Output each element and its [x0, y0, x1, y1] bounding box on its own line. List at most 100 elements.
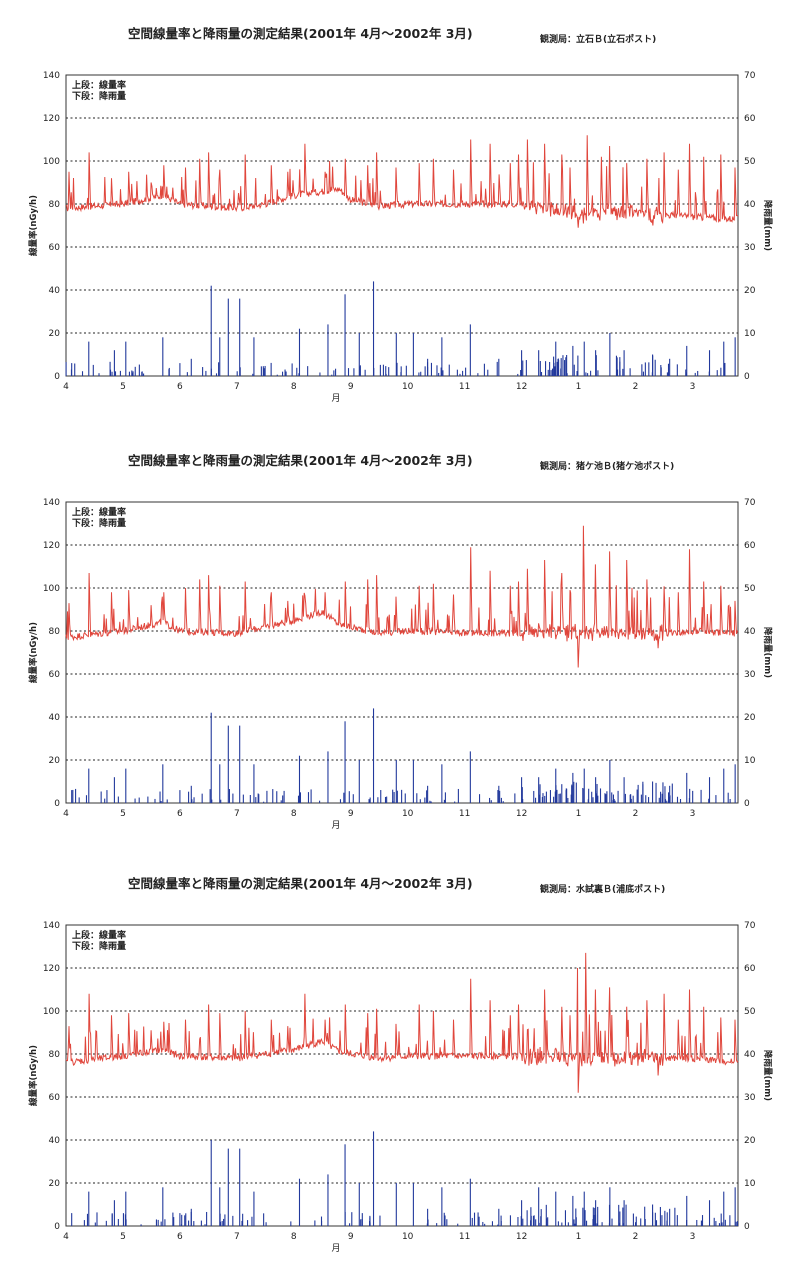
y-left-tick-label: 40: [49, 713, 61, 723]
chart-svg: 空間線量率と降雨量の測定結果(2001年 4月～2002年 3月) 観測局：猪ケ池…: [28, 453, 773, 831]
x-tick-label: 10: [402, 809, 414, 819]
y-right-tick-label: 50: [744, 157, 756, 167]
x-tick-label: 6: [177, 809, 183, 819]
y-right-tick-label: 60: [744, 114, 756, 124]
y-left-tick-label: 20: [49, 756, 61, 766]
x-tick-label: 11: [459, 809, 470, 819]
x-tick-label: 12: [516, 382, 527, 392]
legend-entry: 上段：線量率: [72, 929, 126, 941]
x-tick-label: 9: [348, 809, 354, 819]
y-right-tick-label: 50: [744, 584, 756, 594]
chart-title: 空間線量率と降雨量の測定結果(2001年 4月～2002年 3月): [128, 453, 473, 468]
x-tick-label: 1: [576, 1232, 582, 1242]
x-tick-label: 10: [402, 1232, 414, 1242]
x-tick-label: 7: [234, 809, 240, 819]
y-right-tick-label: 70: [744, 498, 756, 508]
y-left-tick-label: 100: [43, 584, 60, 594]
x-tick-label: 9: [348, 382, 354, 392]
y-left-tick-label: 0: [54, 372, 60, 382]
y-right-tick-label: 60: [744, 541, 756, 551]
x-tick-label: 4: [63, 382, 69, 392]
y-right-axis-label: 降雨量(mm): [762, 1050, 773, 1101]
y-right-tick-label: 0: [744, 1222, 750, 1232]
y-left-tick-label: 100: [43, 1007, 60, 1017]
y-left-tick-label: 140: [43, 71, 60, 81]
x-tick-label: 5: [120, 809, 126, 819]
y-left-tick-label: 80: [49, 1050, 61, 1060]
dose-rate-line: [65, 525, 739, 668]
dose-rate-line: [65, 135, 739, 228]
y-right-tick-label: 70: [744, 71, 756, 81]
y-right-tick-label: 10: [744, 1179, 756, 1189]
x-tick-label: 9: [348, 1232, 354, 1242]
y-left-tick-label: 120: [43, 541, 60, 551]
y-left-axis-label: 線量率(nGy/h): [28, 1045, 39, 1106]
x-tick-label: 6: [177, 382, 183, 392]
x-axis-label: 月: [331, 1243, 340, 1254]
y-right-tick-label: 70: [744, 921, 756, 931]
x-tick-label: 3: [690, 809, 696, 819]
x-tick-label: 7: [234, 1232, 240, 1242]
legend-entry: 上段：線量率: [72, 79, 126, 91]
y-left-tick-label: 100: [43, 157, 60, 167]
y-left-tick-label: 20: [49, 1179, 61, 1189]
y-left-tick-label: 60: [49, 1093, 61, 1103]
x-tick-label: 12: [516, 1232, 527, 1242]
y-right-tick-label: 20: [744, 286, 756, 296]
x-tick-label: 11: [459, 1232, 470, 1242]
y-left-tick-label: 0: [54, 799, 60, 809]
legend-entry: 上段：線量率: [72, 506, 126, 518]
y-right-tick-label: 40: [744, 627, 756, 637]
plot-frame: [65, 74, 739, 377]
x-tick-label: 4: [63, 809, 69, 819]
chart-title: 空間線量率と降雨量の測定結果(2001年 4月～2002年 3月): [128, 876, 473, 891]
x-tick-label: 8: [291, 382, 297, 392]
y-right-axis-label: 降雨量(mm): [762, 200, 773, 251]
y-left-tick-label: 60: [49, 243, 61, 253]
y-right-tick-label: 0: [744, 372, 750, 382]
y-right-tick-label: 30: [744, 243, 756, 253]
x-tick-label: 8: [291, 809, 297, 819]
y-left-tick-label: 80: [49, 627, 61, 637]
dose-rate-line: [65, 952, 739, 1093]
y-right-tick-label: 10: [744, 329, 756, 339]
x-tick-label: 2: [633, 809, 639, 819]
x-tick-label: 7: [234, 382, 240, 392]
plot-frame: [65, 501, 739, 804]
y-left-tick-label: 140: [43, 498, 60, 508]
y-right-tick-label: 30: [744, 1093, 756, 1103]
y-right-tick-label: 20: [744, 713, 756, 723]
x-tick-label: 2: [633, 382, 639, 392]
plot-frame: [65, 924, 739, 1227]
station-label: 観測局：水試裏Ｂ(浦底ポスト): [540, 883, 665, 895]
chart-svg: 空間線量率と降雨量の測定結果(2001年 4月～2002年 3月) 観測局：水試裏…: [28, 876, 773, 1254]
x-tick-label: 8: [291, 1232, 297, 1242]
x-tick-label: 5: [120, 1232, 126, 1242]
station-label: 観測局：猪ケ池Ｂ(猪ケ池ポスト): [540, 460, 674, 472]
y-right-axis-label: 降雨量(mm): [762, 627, 773, 678]
y-right-tick-label: 10: [744, 756, 756, 766]
x-tick-label: 11: [459, 382, 470, 392]
chart-svg: 空間線量率と降雨量の測定結果(2001年 4月～2002年 3月) 観測局：立石Ｂ…: [28, 26, 773, 404]
x-tick-label: 6: [177, 1232, 183, 1242]
x-tick-label: 3: [690, 382, 696, 392]
x-tick-label: 3: [690, 1232, 696, 1242]
y-left-tick-label: 0: [54, 1222, 60, 1232]
x-tick-label: 5: [120, 382, 126, 392]
legend-entry: 下段：降雨量: [72, 517, 126, 529]
chart-panel-2: 空間線量率と降雨量の測定結果(2001年 4月～2002年 3月) 観測局：猪ケ池…: [0, 445, 800, 865]
x-tick-label: 2: [633, 1232, 639, 1242]
x-tick-label: 1: [576, 382, 582, 392]
y-left-tick-label: 40: [49, 286, 61, 296]
y-right-tick-label: 40: [744, 1050, 756, 1060]
x-tick-label: 1: [576, 809, 582, 819]
y-left-tick-label: 20: [49, 329, 61, 339]
y-right-tick-label: 60: [744, 964, 756, 974]
legend-entry: 下段：降雨量: [72, 90, 126, 102]
chart-panel-3: 空間線量率と降雨量の測定結果(2001年 4月～2002年 3月) 観測局：水試裏…: [0, 868, 800, 1288]
chart-title: 空間線量率と降雨量の測定結果(2001年 4月～2002年 3月): [128, 26, 473, 41]
y-left-tick-label: 120: [43, 964, 60, 974]
y-right-tick-label: 50: [744, 1007, 756, 1017]
x-tick-label: 10: [402, 382, 414, 392]
y-right-tick-label: 30: [744, 670, 756, 680]
